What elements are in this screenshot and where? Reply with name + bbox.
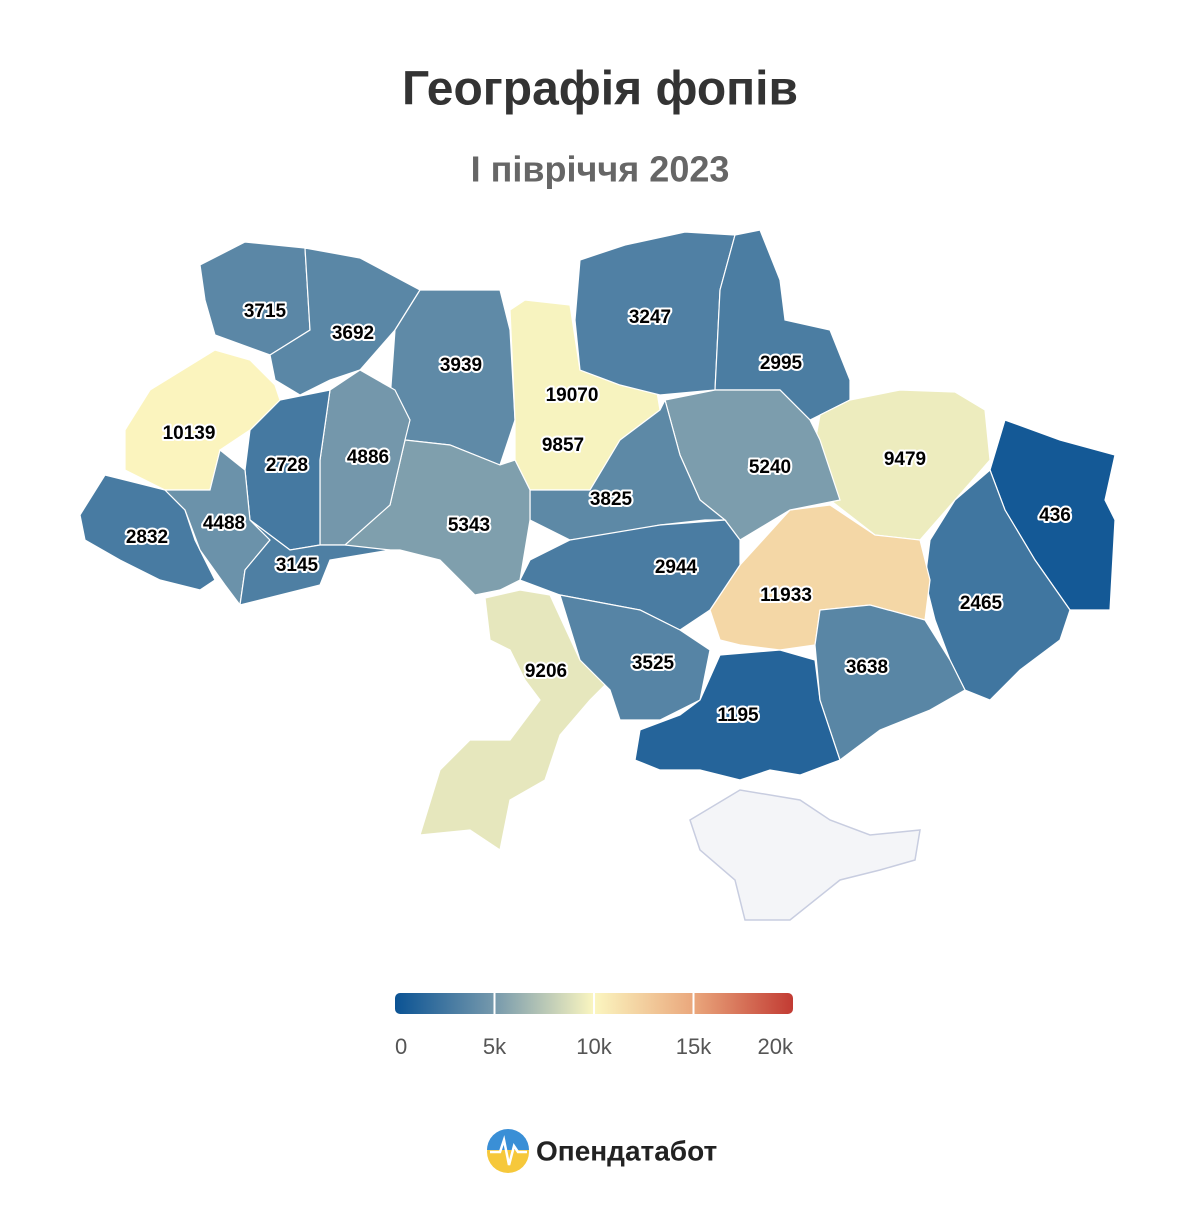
region	[239, 519, 391, 606]
region-label: 3939	[440, 355, 482, 376]
legend-tick-label: 10k	[576, 1034, 612, 1059]
region	[634, 649, 841, 781]
legend-tick-label: 0	[395, 1034, 407, 1059]
legend-tick-label: 20k	[758, 1034, 794, 1059]
region	[714, 229, 851, 421]
region-label: 5240	[749, 457, 791, 478]
region	[389, 289, 516, 466]
region-label: 19070	[546, 385, 599, 406]
region	[269, 247, 421, 396]
legend-tick-label: 5k	[483, 1034, 507, 1059]
logo-pulse	[490, 1135, 527, 1166]
region	[519, 519, 741, 631]
region	[124, 349, 281, 491]
logo-icon-top	[487, 1129, 529, 1150]
region-labels: 3715 3692 3939 19070 9857 3247 2995 9479 436 2465…	[124, 299, 1073, 728]
region-label: 3715	[244, 301, 287, 322]
region-label: 10139	[163, 423, 216, 444]
region	[559, 594, 711, 721]
region-label: 4886	[347, 447, 389, 468]
subtitle: І півріччя 2023	[471, 149, 730, 190]
title: Географія фопів	[402, 63, 798, 116]
region	[814, 604, 966, 761]
region-label: 2995	[760, 353, 803, 374]
region-label: 1195	[717, 705, 759, 726]
regions	[79, 229, 1116, 851]
region-label: 436	[1039, 505, 1071, 526]
no-data-region	[689, 789, 921, 921]
region-label: 3145	[276, 555, 319, 576]
color-legend: 0 5k 10k 15k 20k	[395, 993, 794, 1059]
region-label: 11933	[760, 585, 812, 606]
region-label: 3247	[629, 307, 671, 328]
region-label: 2944	[655, 557, 698, 578]
region-label: 2832	[126, 527, 168, 548]
region-label: 9206	[525, 661, 567, 682]
region-label: 3638	[846, 657, 888, 678]
region-label: 9479	[884, 449, 926, 470]
region-label: 3525	[632, 653, 675, 674]
region-label: 9857	[542, 435, 584, 456]
region	[79, 474, 216, 591]
brand: Опендатабот	[536, 1135, 717, 1166]
region-label: 3692	[332, 323, 374, 344]
region-label: 5343	[448, 515, 490, 536]
region-label: 4488	[203, 513, 245, 534]
region	[924, 468, 1071, 701]
region	[199, 241, 311, 356]
region-label: 2728	[266, 455, 308, 476]
region-label: 3825	[590, 489, 633, 510]
region-label: 2465	[960, 593, 1003, 614]
legend-tick-label: 15k	[676, 1034, 712, 1059]
